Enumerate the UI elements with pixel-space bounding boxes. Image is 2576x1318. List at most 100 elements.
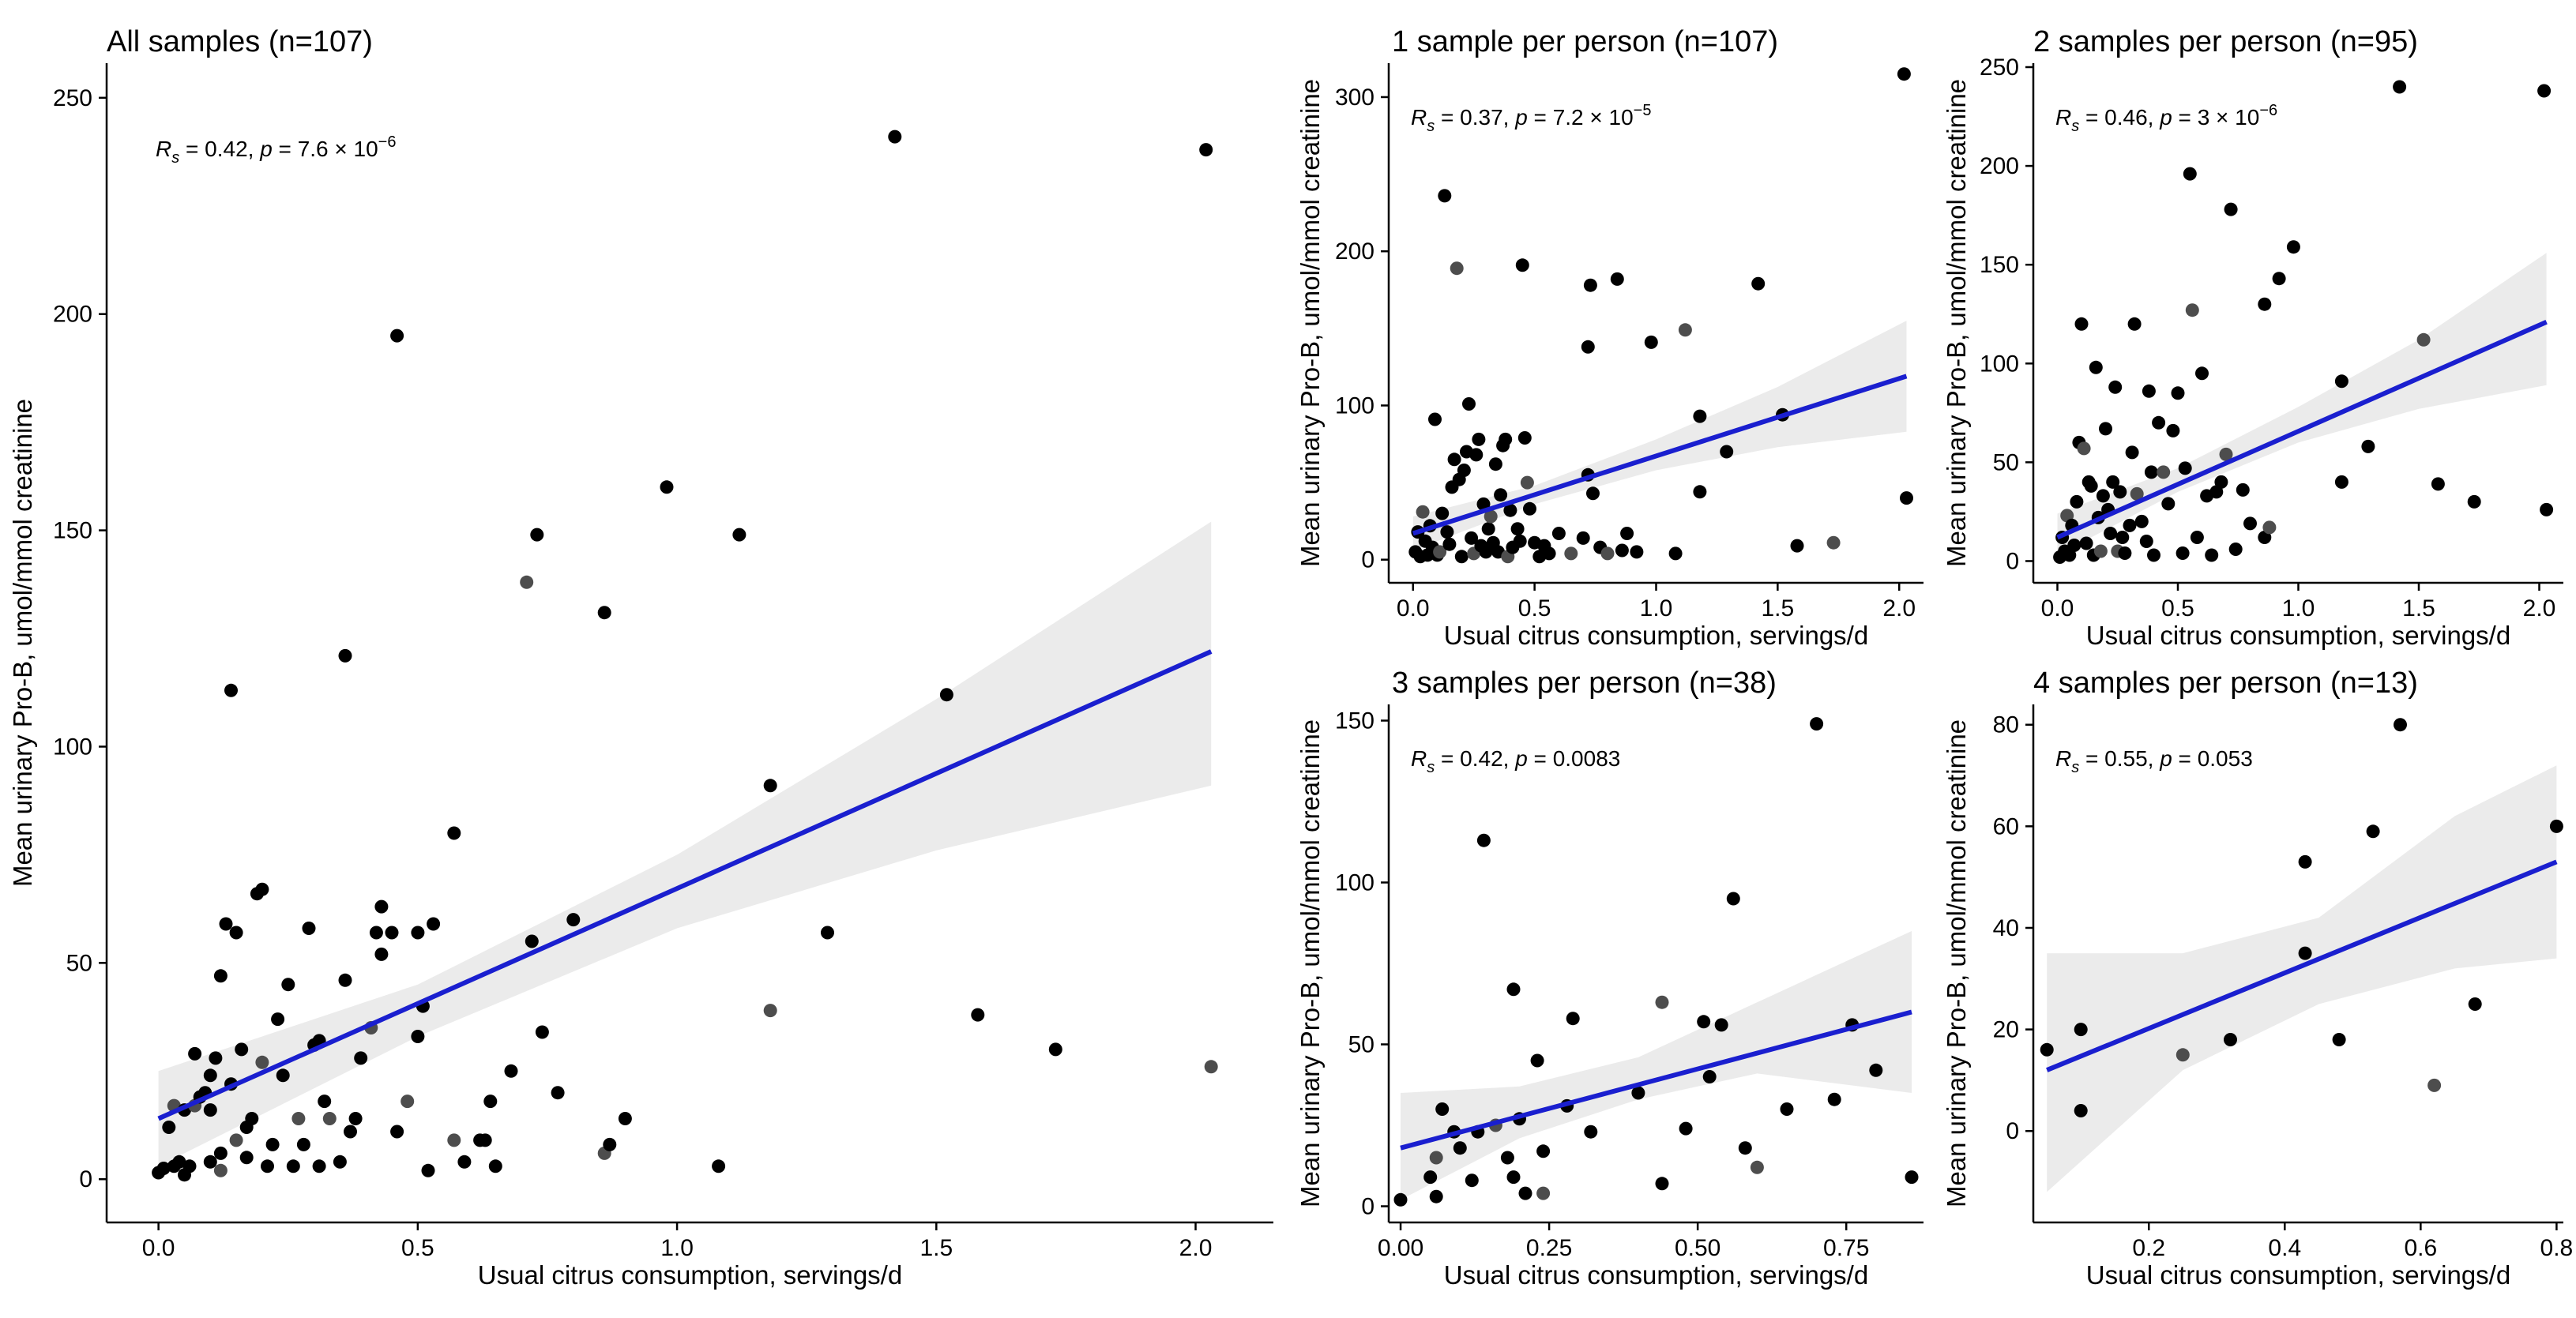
y-tick-label: 20 (1993, 1017, 2019, 1043)
data-point (2258, 531, 2272, 544)
data-point (2467, 494, 2481, 509)
data-point (1583, 278, 1597, 292)
data-point (182, 1159, 197, 1173)
data-point (2130, 486, 2144, 501)
stats-annotation-part: = 0.053 (2172, 746, 2253, 771)
data-point (1503, 503, 1517, 517)
data-point (255, 1055, 269, 1069)
stats-annotation-part: −5 (1634, 102, 1652, 119)
x-tick-label: 0.8 (2540, 1235, 2574, 1261)
data-point (1481, 522, 1495, 536)
data-point (344, 1125, 357, 1139)
data-point (1462, 397, 1476, 411)
data-point (2096, 489, 2110, 503)
data-point (271, 1012, 285, 1027)
data-point (411, 1030, 425, 1043)
regression-line (1412, 374, 1908, 536)
data-point (1751, 276, 1766, 291)
data-point (333, 1155, 347, 1169)
y-tick-label: 100 (1335, 392, 1374, 419)
data-point (2175, 546, 2190, 560)
confidence-band (158, 521, 1212, 1166)
data-point (1494, 488, 1508, 502)
data-point (203, 1068, 217, 1083)
y-tick-label: 100 (53, 734, 92, 760)
data-point (2144, 465, 2158, 479)
data-point (2139, 535, 2153, 548)
panel-title: 3 samples per person (n=38) (1392, 667, 1777, 700)
panel-3: 2 samples per person (n=95) 0.0 0.5 1.0 1.5 2… (1942, 25, 2563, 650)
data-point (2298, 854, 2312, 869)
data-point (1644, 335, 1658, 349)
data-point (712, 1159, 726, 1173)
data-point (2258, 297, 2272, 311)
data-point (224, 683, 238, 697)
data-point (2185, 303, 2199, 317)
data-point (1869, 1063, 1883, 1077)
data-point (2334, 374, 2348, 389)
data-point (1520, 475, 1534, 490)
data-point (1630, 545, 1644, 559)
data-point (551, 1086, 565, 1100)
y-axis-label: Mean urinary Pro-B, umol/mmol creatinine (8, 399, 37, 887)
data-point (660, 480, 674, 494)
data-point (566, 913, 581, 927)
panel-5: 4 samples per person (n=13) 0.2 0.4 0.6 0.8 0… (1942, 667, 2573, 1290)
data-point (1905, 1170, 1919, 1185)
stats-annotation-part: s (2071, 759, 2079, 776)
y-tick-label: 200 (53, 302, 92, 328)
data-point (203, 1103, 217, 1117)
data-point (2431, 477, 2445, 491)
data-point (1615, 543, 1629, 558)
data-point (2157, 465, 2171, 479)
y-tick-label: 50 (1993, 449, 2019, 475)
data-point (483, 1095, 498, 1109)
data-point (1900, 491, 1913, 505)
x-tick-label: 1.5 (1762, 595, 1795, 621)
data-point (1631, 1086, 1645, 1100)
x-tick-label: 2.0 (1882, 595, 1916, 621)
data-point (401, 1095, 415, 1109)
data-point (535, 1025, 549, 1039)
data-point (1564, 546, 1578, 561)
data-point (2262, 520, 2277, 535)
data-point (369, 926, 383, 940)
y-tick-label: 100 (1335, 870, 1374, 896)
stats-annotation: Rs = 0.42, p = 7.6 × 10−6 (156, 133, 396, 167)
x-tick-label: 0.5 (401, 1235, 434, 1261)
data-point (1693, 409, 1707, 423)
data-point (348, 1112, 363, 1125)
data-points (2053, 80, 2554, 564)
data-point (1048, 1042, 1062, 1057)
data-point (1780, 1102, 1794, 1116)
x-tick-label: 0.0 (2041, 595, 2074, 621)
confidence-band (1401, 931, 1912, 1200)
regression-line (2046, 859, 2558, 1072)
data-point (1442, 537, 1457, 551)
stats-annotation-part: p (2159, 746, 2172, 771)
y-tick-label: 80 (1993, 712, 2019, 738)
data-point (1726, 892, 1740, 906)
stats-annotation: Rs = 0.46, p = 3 × 10−6 (2055, 102, 2277, 135)
data-point (172, 1155, 186, 1169)
data-point (2178, 461, 2192, 475)
data-point (1810, 717, 1824, 731)
y-axis-label: Mean urinary Pro-B, umol/mmol creatinine (1942, 719, 1971, 1207)
data-point (2394, 718, 2407, 732)
y-tick-label: 200 (1335, 238, 1374, 265)
data-point (2427, 1078, 2442, 1092)
data-point (2228, 543, 2243, 556)
data-point (235, 1042, 249, 1057)
data-point (1714, 1018, 1728, 1032)
data-point (1566, 1012, 1580, 1026)
x-tick-label: 0.0 (1397, 595, 1430, 621)
x-tick-label: 0.0 (142, 1235, 175, 1261)
y-tick-label: 40 (1993, 915, 2019, 941)
y-tick-label: 200 (1980, 153, 2019, 179)
data-point (1447, 452, 1461, 467)
data-point (2272, 272, 2286, 286)
data-point (188, 1046, 202, 1061)
data-point (2147, 548, 2160, 562)
x-tick-label: 0.75 (1823, 1235, 1869, 1261)
data-point (2074, 317, 2089, 331)
